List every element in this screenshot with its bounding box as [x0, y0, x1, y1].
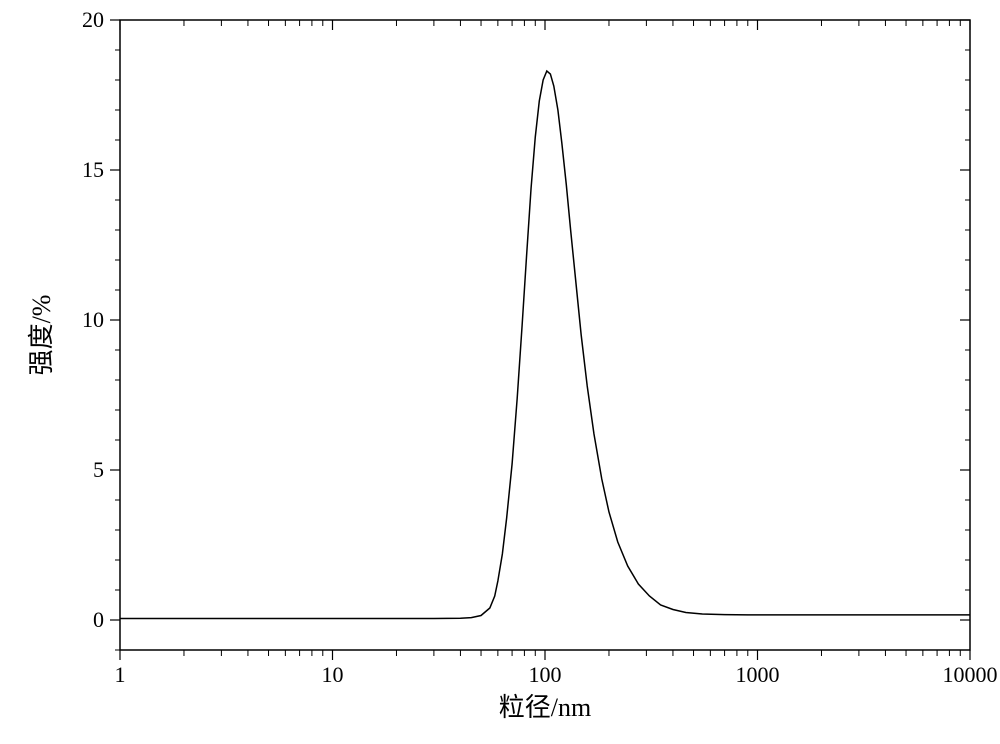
svg-text:5: 5 [93, 457, 104, 482]
chart-svg: 1 10 100 1000 10000 0 5 10 15 20 粒径/nm 强度/% [0, 0, 1000, 744]
svg-text:20: 20 [82, 7, 104, 32]
svg-text:1: 1 [115, 662, 126, 687]
y-axis-label: 强度/% [27, 295, 56, 376]
svg-text:100: 100 [529, 662, 562, 687]
series-intensity [120, 71, 970, 619]
x-axis-label: 粒径/nm [499, 693, 591, 722]
svg-text:1000: 1000 [736, 662, 780, 687]
svg-text:10: 10 [82, 307, 104, 332]
svg-text:15: 15 [82, 157, 104, 182]
chart-container: 1 10 100 1000 10000 0 5 10 15 20 粒径/nm 强度/% [0, 0, 1000, 744]
svg-text:0: 0 [93, 607, 104, 632]
svg-text:10000: 10000 [943, 662, 998, 687]
svg-text:10: 10 [322, 662, 344, 687]
